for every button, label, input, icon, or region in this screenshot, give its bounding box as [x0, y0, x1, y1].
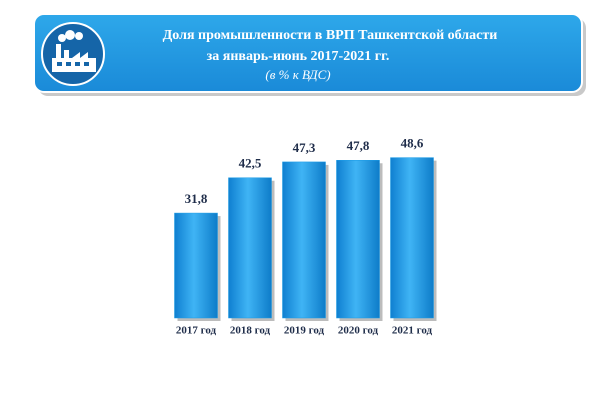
unit-note: (в % к ВДС) [265, 67, 330, 82]
value-label: 42,5 [239, 156, 262, 171]
bar [390, 157, 434, 319]
bar [282, 161, 326, 319]
chart-subtitle: за январь-июнь 2017-2021 гг. [207, 49, 390, 64]
x-tick-label: 2017 год [176, 325, 217, 337]
value-label: 47,8 [347, 138, 370, 153]
bar [174, 212, 218, 319]
bar [336, 160, 380, 319]
value-label: 31,8 [185, 191, 208, 206]
factory-icon [41, 22, 105, 86]
x-tick-label: 2019 год [284, 325, 325, 337]
chart-title: Доля промышленности в ВРП Ташкентской об… [163, 28, 498, 43]
x-tick-label: 2018 год [230, 325, 271, 337]
value-label: 48,6 [401, 136, 424, 151]
value-label: 47,3 [293, 140, 316, 155]
x-tick-label: 2021 год [392, 325, 433, 337]
x-tick-label: 2020 год [338, 325, 379, 337]
header-box [33, 13, 583, 93]
bar [228, 177, 272, 319]
